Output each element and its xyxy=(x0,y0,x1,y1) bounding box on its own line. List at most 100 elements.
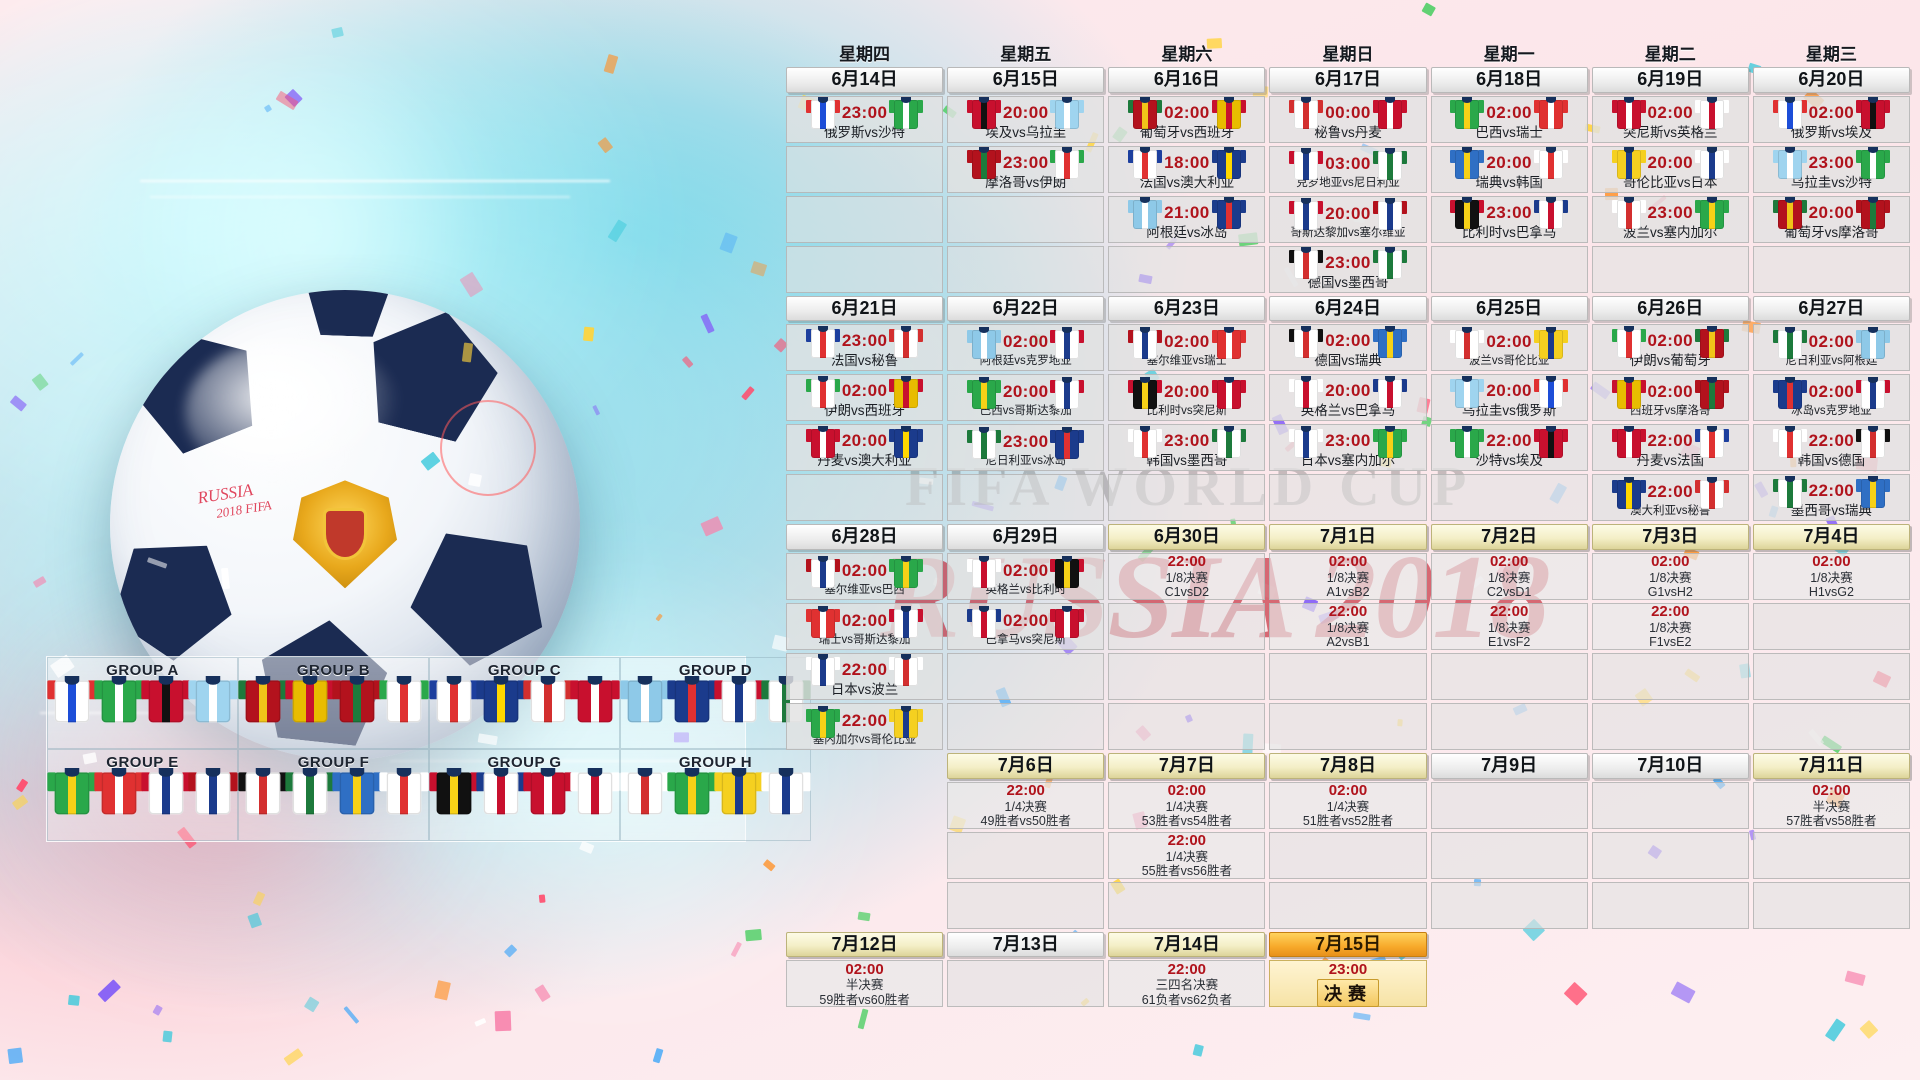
match-cell[interactable]: 22:00 日本vs波兰 xyxy=(786,653,944,701)
match-cell[interactable]: 02:00 葡萄牙vs西班牙 xyxy=(1108,95,1266,143)
date-header[interactable]: 7月4日 xyxy=(1752,524,1910,551)
date-header[interactable]: 6月27日 xyxy=(1752,295,1910,322)
knockout-match-cell[interactable]: 22:00 1/8决赛 C1vsD2 xyxy=(1108,553,1266,601)
date-header[interactable]: 7月7日 xyxy=(1108,753,1266,779)
date-header[interactable]: 7月14日 xyxy=(1108,931,1266,958)
date-header[interactable]: 7月3日 xyxy=(1591,524,1749,551)
knockout-match-cell[interactable]: 22:00 1/4决赛 55胜者vs56胜者 xyxy=(1108,831,1266,879)
match-cell[interactable]: 20:00 哥伦比亚vs日本 xyxy=(1591,145,1749,193)
match-cell[interactable]: 02:00 波兰vs哥伦比亚 xyxy=(1430,324,1588,372)
match-cell[interactable]: 23:00 波兰vs塞内加尔 xyxy=(1591,195,1749,243)
match-cell[interactable]: 02:00 伊朗vs葡萄牙 xyxy=(1591,324,1749,372)
date-header[interactable]: 7月1日 xyxy=(1269,524,1427,551)
match-cell[interactable]: 23:00 日本vs塞内加尔 xyxy=(1269,424,1427,472)
knockout-match-cell[interactable]: 02:00 半决赛 59胜者vs60胜者 xyxy=(786,960,944,1008)
match-cell[interactable]: 21:00 阿根廷vs冰岛 xyxy=(1108,195,1266,243)
group-cell-group-d[interactable]: GROUP D xyxy=(620,657,811,749)
match-cell[interactable]: 02:00 西班牙vs摩洛哥 xyxy=(1591,374,1749,422)
match-cell[interactable]: 18:00 法国vs澳大利亚 xyxy=(1108,145,1266,193)
date-header[interactable]: 6月29日 xyxy=(947,524,1105,551)
match-cell[interactable]: 20:00 丹麦vs澳大利亚 xyxy=(786,424,944,472)
match-cell[interactable]: 02:00 瑞士vs哥斯达黎加 xyxy=(786,603,944,651)
match-cell[interactable]: 22:00 韩国vs德国 xyxy=(1752,424,1910,472)
date-header[interactable]: 7月15日 xyxy=(1269,931,1427,958)
knockout-match-cell[interactable]: 02:00 1/4决赛 53胜者vs54胜者 xyxy=(1108,781,1266,829)
final-match-cell[interactable]: 23:00 决赛 xyxy=(1269,960,1427,1008)
match-cell[interactable]: 02:00 塞尔维亚vs瑞士 xyxy=(1108,324,1266,372)
knockout-match-cell[interactable]: 02:00 1/8决赛 A1vsB2 xyxy=(1269,553,1427,601)
match-cell[interactable]: 23:00 乌拉圭vs沙特 xyxy=(1752,145,1910,193)
match-cell[interactable]: 02:00 英格兰vs比利时 xyxy=(947,553,1105,601)
group-cell-group-g[interactable]: GROUP G xyxy=(429,749,620,841)
date-header[interactable]: 7月8日 xyxy=(1269,753,1427,779)
group-cell-group-f[interactable]: GROUP F xyxy=(238,749,429,841)
knockout-match-cell[interactable]: 22:00 1/8决赛 E1vsF2 xyxy=(1430,603,1588,651)
date-header[interactable]: 6月17日 xyxy=(1269,67,1427,93)
knockout-match-cell[interactable]: 02:00 1/8决赛 H1vsG2 xyxy=(1752,553,1910,601)
match-cell[interactable]: 20:00 哥斯达黎加vs塞尔维亚 xyxy=(1269,195,1427,243)
match-cell[interactable]: 23:00 摩洛哥vs伊朗 xyxy=(947,145,1105,193)
match-cell[interactable]: 20:00 瑞典vs韩国 xyxy=(1430,145,1588,193)
match-cell[interactable]: 22:00 沙特vs埃及 xyxy=(1430,424,1588,472)
match-cell[interactable]: 20:00 葡萄牙vs摩洛哥 xyxy=(1752,195,1910,243)
match-cell[interactable]: 23:00 韩国vs墨西哥 xyxy=(1108,424,1266,472)
match-cell[interactable]: 03:00 克罗地亚vs尼日利亚 xyxy=(1269,145,1427,193)
date-header[interactable]: 7月10日 xyxy=(1591,753,1749,779)
match-cell[interactable]: 02:00 俄罗斯vs埃及 xyxy=(1752,95,1910,143)
match-cell[interactable]: 20:00 埃及vs乌拉圭 xyxy=(947,95,1105,143)
knockout-match-cell[interactable]: 02:00 1/4决赛 51胜者vs52胜者 xyxy=(1269,781,1427,829)
date-header[interactable]: 7月11日 xyxy=(1752,753,1910,779)
match-cell[interactable]: 00:00 秘鲁vs丹麦 xyxy=(1269,95,1427,143)
date-header[interactable]: 6月24日 xyxy=(1269,295,1427,322)
date-header[interactable]: 6月23日 xyxy=(1108,295,1266,322)
match-cell[interactable]: 22:00 丹麦vs法国 xyxy=(1591,424,1749,472)
date-header[interactable]: 6月25日 xyxy=(1430,295,1588,322)
match-cell[interactable]: 22:00 墨西哥vs瑞典 xyxy=(1752,474,1910,522)
knockout-match-cell[interactable]: 22:00 1/8决赛 A2vsB1 xyxy=(1269,603,1427,651)
knockout-match-cell[interactable]: 22:00 三四名决赛 61负者vs62负者 xyxy=(1108,960,1266,1008)
date-header[interactable]: 6月28日 xyxy=(786,524,944,551)
date-header[interactable]: 6月16日 xyxy=(1108,67,1266,93)
match-cell[interactable]: 20:00 乌拉圭vs俄罗斯 xyxy=(1430,374,1588,422)
match-cell[interactable]: 02:00 阿根廷vs克罗地亚 xyxy=(947,324,1105,372)
date-header[interactable]: 7月13日 xyxy=(947,931,1105,958)
match-cell[interactable]: 02:00 巴西vs瑞士 xyxy=(1430,95,1588,143)
match-cell[interactable]: 02:00 德国vs瑞典 xyxy=(1269,324,1427,372)
match-cell[interactable]: 02:00 巴拿马vs突尼斯 xyxy=(947,603,1105,651)
knockout-match-cell[interactable]: 22:00 1/8决赛 F1vsE2 xyxy=(1591,603,1749,651)
knockout-match-cell[interactable]: 02:00 半决赛 57胜者vs58胜者 xyxy=(1752,781,1910,829)
match-cell[interactable]: 02:00 突尼斯vs英格兰 xyxy=(1591,95,1749,143)
date-header[interactable]: 6月15日 xyxy=(947,67,1105,93)
match-cell[interactable]: 23:00 俄罗斯vs沙特 xyxy=(786,95,944,143)
group-cell-group-b[interactable]: GROUP B xyxy=(238,657,429,749)
date-header[interactable]: 6月26日 xyxy=(1591,295,1749,322)
match-cell[interactable]: 20:00 巴西vs哥斯达黎加 xyxy=(947,374,1105,422)
date-header[interactable]: 6月30日 xyxy=(1108,524,1266,551)
date-header[interactable]: 7月2日 xyxy=(1430,524,1588,551)
match-cell[interactable]: 02:00 塞尔维亚vs巴西 xyxy=(786,553,944,601)
match-cell[interactable]: 02:00 伊朗vs西班牙 xyxy=(786,374,944,422)
date-header[interactable]: 7月12日 xyxy=(786,931,944,958)
group-cell-group-e[interactable]: GROUP E xyxy=(47,749,238,841)
match-cell[interactable]: 22:00 澳大利亚vs秘鲁 xyxy=(1591,474,1749,522)
match-cell[interactable]: 20:00 英格兰vs巴拿马 xyxy=(1269,374,1427,422)
date-header[interactable]: 6月19日 xyxy=(1591,67,1749,93)
match-cell[interactable]: 23:00 尼日利亚vs冰岛 xyxy=(947,424,1105,472)
knockout-match-cell[interactable]: 02:00 1/8决赛 C2vsD1 xyxy=(1430,553,1588,601)
date-header[interactable]: 6月18日 xyxy=(1430,67,1588,93)
match-cell[interactable]: 23:00 德国vs墨西哥 xyxy=(1269,245,1427,293)
date-header[interactable]: 7月9日 xyxy=(1430,753,1588,779)
knockout-match-cell[interactable]: 22:00 1/4决赛 49胜者vs50胜者 xyxy=(947,781,1105,829)
date-header[interactable]: 6月14日 xyxy=(786,67,944,93)
knockout-match-cell[interactable]: 02:00 1/8决赛 G1vsH2 xyxy=(1591,553,1749,601)
match-cell[interactable]: 23:00 比利时vs巴拿马 xyxy=(1430,195,1588,243)
group-cell-group-a[interactable]: GROUP A xyxy=(47,657,238,749)
match-cell[interactable]: 20:00 比利时vs突尼斯 xyxy=(1108,374,1266,422)
date-header[interactable]: 6月22日 xyxy=(947,295,1105,322)
date-header[interactable]: 7月6日 xyxy=(947,753,1105,779)
group-cell-group-h[interactable]: GROUP H xyxy=(620,749,811,841)
match-cell[interactable]: 23:00 法国vs秘鲁 xyxy=(786,324,944,372)
match-cell[interactable]: 02:00 尼日利亚vs阿根廷 xyxy=(1752,324,1910,372)
group-cell-group-c[interactable]: GROUP C xyxy=(429,657,620,749)
date-header[interactable]: 6月21日 xyxy=(786,295,944,322)
